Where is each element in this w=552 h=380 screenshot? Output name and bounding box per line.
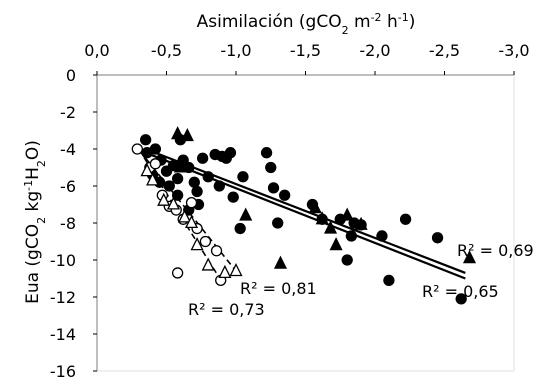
point-filled-circle [267,182,280,194]
y-tick-label: -2 [60,103,76,122]
point-filled-circle [278,189,291,201]
r2-label-3: R² = 0,81 [240,279,317,298]
point-filled-circle [171,172,184,185]
point-open-circle [131,143,143,155]
y-axis-title: Eua (gCO2 kg-1H2O) [22,140,48,304]
point-filled-circle [265,161,277,174]
y-tick-label: -6 [60,177,76,196]
point-open-circle [199,235,212,248]
point-filled-triangle [171,126,185,140]
point-open-triangle [190,237,204,251]
point-filled-circle [234,222,246,235]
point-filled-circle [431,232,444,244]
point-filled-triangle [329,237,343,251]
point-filled-circle [341,254,353,266]
trendline-0 [145,151,466,280]
r2-label-2: R² = 0,73 [188,300,265,319]
point-filled-circle [260,147,273,159]
point-filled-triangle [323,220,338,234]
point-filled-circle [188,176,200,188]
point-filled-circle [213,180,225,192]
point-filled-circle [224,147,237,159]
point-open-circle [171,267,184,279]
point-open-triangle [146,172,160,186]
point-open-triangle [157,192,171,206]
x-tick-label: -0,5 [151,41,182,60]
x-tick-label: -2,0 [359,41,390,60]
point-filled-circle [227,191,239,203]
point-filled-circle [196,152,209,164]
point-filled-circle [272,217,284,229]
point-filled-circle [455,293,467,305]
point-filled-triangle [239,207,253,221]
x-tick-label: -3,0 [498,41,529,60]
point-filled-circle [171,189,184,201]
r2-label-0: R² = 0,65 [422,282,499,301]
point-open-triangle [178,209,192,223]
r2-label-1: R² = 0,69 [457,241,534,260]
point-open-triangle [218,264,232,278]
point-open-circle [210,245,223,257]
y-tick-label: -12 [50,288,76,307]
y-tick-label: -16 [50,362,76,380]
x-tick-label: -2,5 [429,41,460,60]
point-filled-triangle [462,250,477,264]
x-tick-label: -1,0 [220,41,251,60]
y-tick-label: -14 [50,325,76,344]
point-filled-circle [345,230,358,242]
point-filled-circle [202,171,214,183]
y-tick-label: 0 [66,66,76,85]
point-open-triangle [184,214,199,229]
point-open-triangle [201,257,215,271]
point-filled-triangle [308,200,322,214]
point-filled-circle [139,134,152,146]
point-open-circle [149,158,162,170]
point-open-triangle [229,263,243,277]
point-filled-triangle [180,127,194,142]
y-tick-label: -4 [60,140,76,159]
point-filled-triangle [273,255,288,269]
point-filled-triangle [340,207,354,221]
point-open-triangle [140,163,154,177]
plot-area [96,74,515,372]
point-filled-circle [191,185,203,198]
x-tick-label: 0,0 [84,41,109,60]
point-filled-circle [399,213,412,225]
point-filled-circle [149,143,162,155]
point-filled-triangle [354,216,368,230]
point-open-triangle [166,196,181,210]
point-filled-triangle [173,159,187,173]
x-tick-label: -1,5 [290,41,321,60]
point-filled-circle [376,230,388,242]
point-filled-circle [237,171,249,183]
y-tick-label: -8 [60,214,76,233]
trendline-1 [145,147,466,274]
point-filled-circle [163,180,175,192]
point-filled-triangle [315,211,329,225]
point-open-circle [185,196,198,209]
y-tick-label: -10 [50,251,76,270]
x-axis-title: Asimilación (gCO2 m-2 h-1) [197,11,416,37]
point-filled-circle [383,274,395,287]
